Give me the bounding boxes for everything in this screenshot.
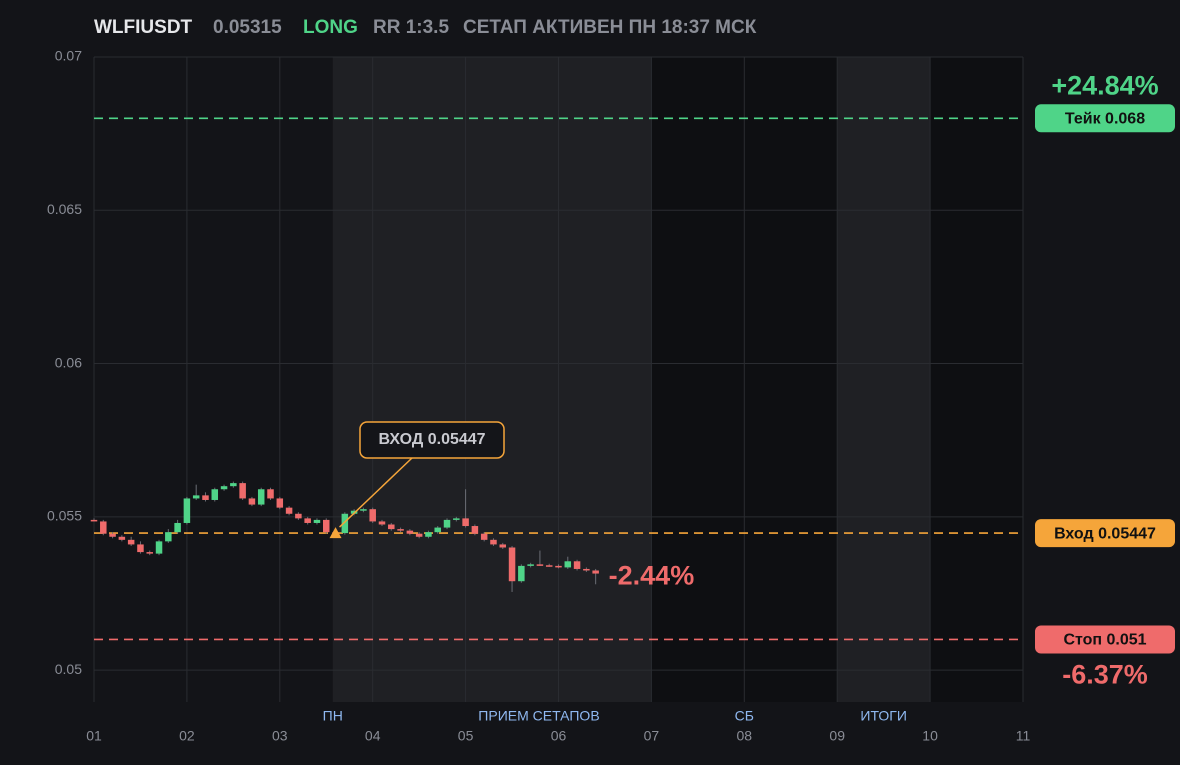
candle-body [90,519,98,522]
y-tick-label: 0.07 [55,48,82,64]
candle-body [536,564,544,566]
session-band [930,57,1023,702]
candle-body [555,565,562,568]
y-tick-label: 0.05 [55,661,82,677]
x-tick-label: 09 [829,728,845,744]
session-label: ПРИЕМ СЕТАПОВ [478,708,599,724]
candle-body [518,565,525,582]
candle-body [100,521,107,534]
plot: 0.05 0.055 0.06 0.065 0.07 01 02 03 04 05 06 07 08 09… [47,48,1175,744]
candle-body [527,564,534,566]
x-tick-label: 11 [1016,728,1031,744]
side: LONG [303,17,358,38]
candle-body [592,570,599,574]
level-label: Тейк 0.068 [1065,111,1145,128]
candle-body [341,513,349,534]
candle-body [499,544,507,548]
candle-body [285,507,293,514]
candle-body [248,498,256,505]
session-label: ПН [323,708,343,724]
candle-body [155,541,163,554]
candle-body [462,518,469,527]
candle-body [369,509,376,522]
current-change: -2.44% [609,561,695,591]
x-tick-label: 08 [737,728,753,744]
candle-body [192,495,200,499]
x-tick-label: 10 [922,728,938,744]
candle-body [165,532,172,542]
x-tick-label: 01 [86,728,102,744]
candle-body [545,565,553,567]
x-tick-label: 05 [458,728,474,744]
candle-body [471,526,479,534]
candle-body [267,489,274,499]
candle-body [360,509,367,511]
candle-body [109,533,116,537]
candle-body [295,513,302,519]
session-band [332,57,652,702]
level-change: -6.37% [1062,660,1148,690]
candle-body [508,547,516,582]
candle-body [127,539,135,545]
candle-body [276,498,284,508]
x-tick-label: 06 [551,728,567,744]
level-badge [1035,519,1175,548]
x-tick-label: 03 [272,728,288,744]
rr: RR 1:3.5 [373,17,449,38]
candle-body [453,518,460,520]
level-label: Вход 0.05447 [1054,525,1156,542]
candle-body [583,568,590,571]
session-band [837,57,931,702]
candle-body [322,519,330,533]
x-tick-label: 02 [179,728,195,744]
x-tick-label: 04 [365,728,381,744]
candle-body [304,518,311,523]
candle-body [257,489,265,505]
candle-body [378,521,386,525]
candle-body [174,522,181,533]
y-tick-label: 0.06 [55,354,82,370]
y-tick-label: 0.065 [47,201,82,217]
candle-body [183,498,191,523]
session-label: СБ [735,708,754,724]
candle-body [202,495,209,500]
candle-body [388,524,395,530]
candle-body [211,489,219,500]
candle-body [146,552,153,554]
symbol: WLFIUSDT [94,17,193,38]
level-badge [1035,104,1175,133]
price: 0.05315 [213,17,282,38]
candle-body [434,527,441,533]
level-label: Стоп 0.051 [1063,632,1146,649]
entry-pointer [339,457,413,528]
candle-body [564,561,572,568]
candle-body [425,532,432,537]
session-label: ИТОГИ [860,708,907,724]
x-tick-label: 07 [644,728,660,744]
candle-body [137,544,144,553]
candle-body [313,519,321,523]
candle-body [415,533,423,537]
candle-body [118,536,126,540]
candle-body [239,483,246,499]
candle-body [220,486,228,490]
candle-body [480,533,488,540]
level-badge [1035,625,1175,654]
status: СЕТАП АКТИВЕН ПН 18:37 МСК [463,17,757,38]
candle-body [490,539,497,545]
level-change: +24.84% [1051,70,1158,100]
candle-body [443,519,451,528]
candle-body [230,483,237,487]
entry-box [359,421,505,459]
candle-body [406,530,414,534]
y-tick-label: 0.055 [47,508,82,524]
entry-marker [329,527,342,539]
candle-body [573,561,581,569]
candle-body [397,529,404,531]
entry-label: ВХОД 0.05447 [378,431,485,448]
